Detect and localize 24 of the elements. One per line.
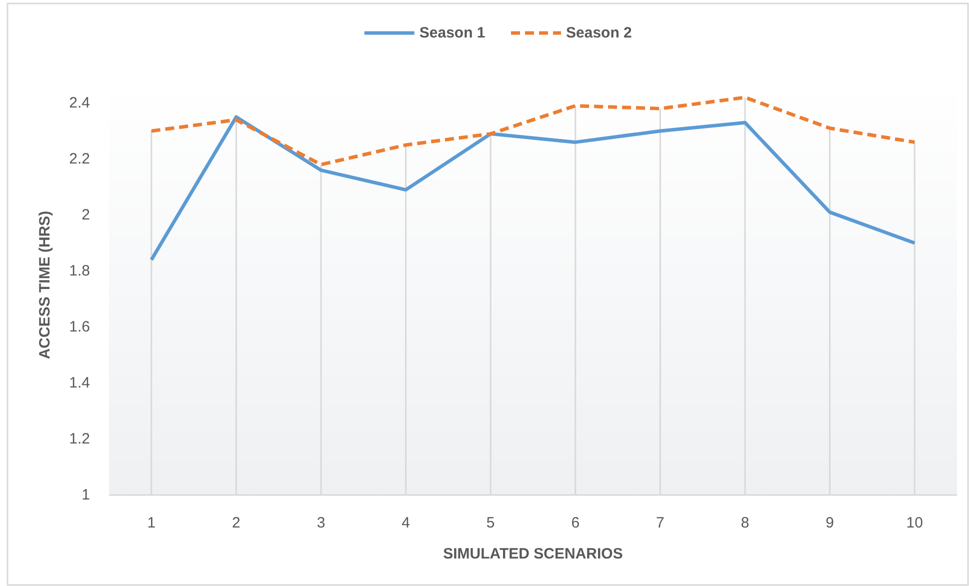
y-tick-label: 1.6: [69, 318, 90, 336]
x-tick-label: 8: [740, 514, 750, 532]
y-tick-label: 1.2: [69, 430, 90, 448]
y-tick-label: 1.4: [69, 374, 90, 392]
x-tick-label: 7: [656, 514, 664, 532]
x-axis-title: SIMULATED SCENARIOS: [443, 546, 623, 562]
legend-label: Season 2: [566, 24, 632, 42]
line-series: [150, 96, 916, 166]
x-tick-label: 10: [906, 514, 923, 532]
x-tick-label: 3: [316, 514, 326, 532]
legend-label: Season 1: [419, 24, 486, 42]
y-tick-label: 1: [82, 486, 90, 504]
y-tick-label: 2: [82, 206, 90, 224]
y-axis-title: ACCESS TIME (HRS): [36, 210, 54, 360]
y-tick-label: 2.4: [69, 94, 90, 112]
y-tick-label: 1.8: [69, 262, 90, 280]
x-tick-label: 1: [147, 514, 156, 532]
x-tick-label: 4: [402, 514, 410, 532]
x-tick-label: 6: [571, 514, 580, 532]
x-tick-label: 9: [826, 514, 834, 532]
x-tick-label: 2: [232, 514, 240, 532]
line-series: [150, 115, 916, 262]
y-tick-label: 2.2: [69, 150, 90, 168]
x-tick-label: 5: [486, 514, 495, 532]
